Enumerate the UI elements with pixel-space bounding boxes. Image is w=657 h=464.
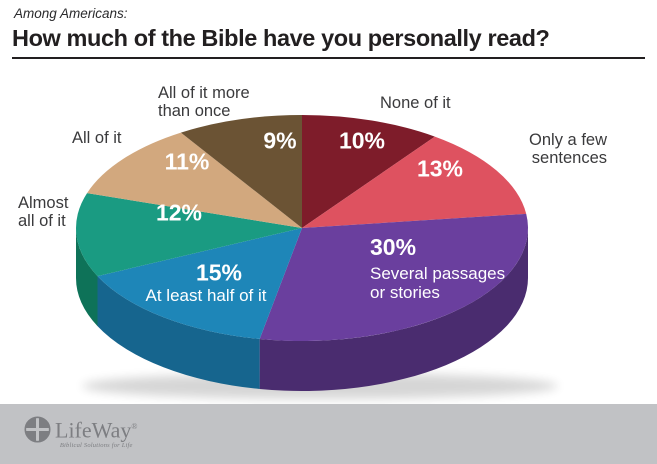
callout-almost-line1: Almost [18,194,69,212]
pie-slice-only-a-few-sentences [302,136,527,228]
lifeway-globe-cross-icon [24,416,51,448]
slice-label-several-line2: or stories [370,283,440,302]
logo-wordmark: LifeWay [55,417,132,443]
slice-label-several-group: 30% Several passages or stories [370,234,505,302]
callout-none: None of it [380,94,451,112]
callout-few-line1: Only a few [529,131,607,149]
callout-few: Only a few sentences [487,131,607,167]
pie-slice-none-of-it [302,115,435,228]
pie-slice-almost-all-of-it [76,193,302,277]
kicker-text: Among Americans: [14,6,128,21]
slice-label-half: At least half of it [145,286,267,305]
pie-slice-several-passages-or-stories [259,213,528,341]
callout-few-line2: sentences [531,148,607,167]
slice-pct-several: 30% [370,234,417,260]
logo-tagline: Biblical Solutions for Life [59,442,133,450]
slice-pct-more: 9% [263,127,297,154]
pie-side-at-least-half-of-it [97,276,260,389]
callout-almost-line2: all of it [18,211,66,230]
pie-slice-all-of-it-more-than-once [180,115,302,228]
callout-more-line1: All of it more [158,84,250,102]
slice-pct-none: 10% [338,127,386,154]
pie-side-almost-all-of-it [76,228,98,327]
callout-all: All of it [72,129,122,147]
slice-pct-half: 15% [195,259,243,286]
pie-slice-all-of-it [87,132,303,228]
slice-pct-almost: 12% [155,199,203,226]
registered-mark: ® [131,422,138,431]
pie-side-several-passages-or-stories [259,228,528,391]
pie-slice-at-least-half-of-it [97,228,302,339]
page-title: How much of the Bible have you personall… [12,25,645,59]
callout-more-line2: than once [158,101,231,120]
slice-pct-few: 13% [416,155,464,182]
callout-more-than-once: All of it more than once [158,84,250,120]
callout-almost: Almost all of it [18,194,69,230]
slice-label-several-line1: Several passages [370,264,506,283]
footer-bar: LifeWay® Biblical Solutions for Life Lif… [0,404,657,464]
slice-pct-all: 11% [164,148,210,175]
lifeway-logo: LifeWay® Biblical Solutions for Life [24,416,138,449]
